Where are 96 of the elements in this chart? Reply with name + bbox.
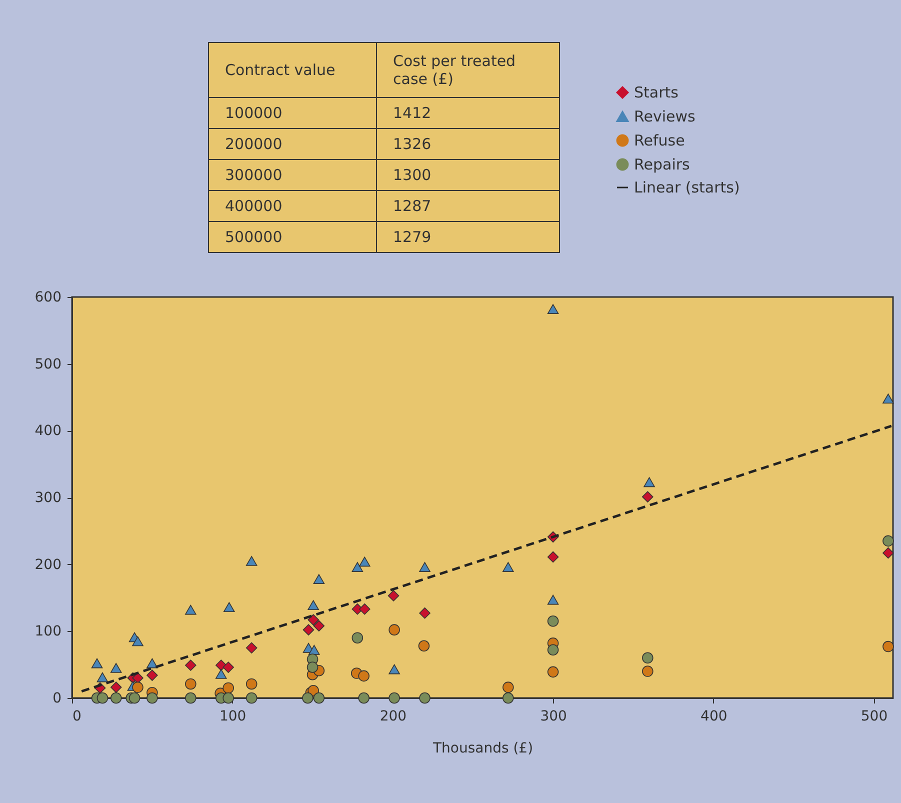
point xyxy=(882,547,894,559)
point xyxy=(91,658,103,668)
point xyxy=(882,535,894,547)
text: 300000 xyxy=(208,160,376,190)
text: Contract value xyxy=(208,42,376,98)
text: 500000 xyxy=(208,222,376,252)
point xyxy=(502,692,514,704)
point xyxy=(185,660,196,671)
point xyxy=(146,692,158,704)
point xyxy=(128,692,140,704)
point xyxy=(302,624,314,636)
point xyxy=(222,692,234,704)
x-axis-title: Thousands (£) xyxy=(432,740,534,756)
text: 1412 xyxy=(376,98,560,128)
point xyxy=(132,636,144,646)
point xyxy=(246,678,258,690)
point xyxy=(308,614,319,626)
point xyxy=(308,600,319,610)
text: 200000 xyxy=(208,128,376,160)
point xyxy=(642,666,654,677)
text: 400000 xyxy=(208,190,376,222)
point xyxy=(185,604,196,615)
point xyxy=(246,692,258,704)
y-tick-label: 300 xyxy=(34,490,62,506)
y-tick-label: 500 xyxy=(34,356,62,372)
point xyxy=(388,664,400,674)
point xyxy=(246,642,258,654)
point xyxy=(547,616,559,627)
point xyxy=(246,556,258,566)
point xyxy=(388,624,400,636)
point xyxy=(388,692,400,704)
y-tick-label: 400 xyxy=(34,423,62,440)
point xyxy=(547,666,559,678)
point xyxy=(302,692,314,704)
point xyxy=(185,692,196,704)
text: 1300 xyxy=(376,160,560,190)
x-tick-label: 0 xyxy=(72,708,82,724)
point xyxy=(96,672,108,682)
point xyxy=(547,304,559,314)
point xyxy=(642,652,654,664)
point xyxy=(132,682,144,693)
point xyxy=(547,594,559,605)
legend-label: Refuse xyxy=(634,132,685,150)
point xyxy=(642,491,654,502)
point xyxy=(185,678,196,690)
legend-label: Reviews xyxy=(634,108,696,126)
text: 100000 xyxy=(208,98,376,128)
text: 1326 xyxy=(376,128,560,160)
x-tick-label: 200 xyxy=(380,708,407,724)
x-tick-label: 300 xyxy=(540,708,567,724)
point xyxy=(308,644,320,655)
text: 1287 xyxy=(376,190,560,222)
point xyxy=(502,562,514,572)
legend-label: Linear (starts) xyxy=(634,178,740,196)
point xyxy=(313,574,325,584)
point xyxy=(358,692,370,704)
point xyxy=(352,632,364,644)
point xyxy=(359,556,370,567)
point xyxy=(215,669,227,679)
text: 1279 xyxy=(376,222,560,252)
x-tick-label: 100 xyxy=(219,708,246,724)
point xyxy=(388,590,400,602)
point xyxy=(313,620,325,632)
point xyxy=(882,640,894,652)
point xyxy=(146,658,158,668)
point xyxy=(644,477,655,488)
y-tick-label: 100 xyxy=(34,624,62,640)
y-tick-label: 600 xyxy=(34,290,62,306)
point xyxy=(146,670,158,681)
point xyxy=(110,692,122,704)
point xyxy=(222,662,234,673)
x-tick-label: 500 xyxy=(860,708,888,724)
point xyxy=(419,692,430,704)
point xyxy=(306,662,318,673)
point xyxy=(419,562,430,572)
point xyxy=(110,662,122,673)
point xyxy=(419,607,430,619)
point xyxy=(110,682,122,693)
x-tick-label: 400 xyxy=(700,708,728,724)
legend-label: Repairs xyxy=(634,156,690,174)
point xyxy=(547,644,559,656)
point xyxy=(96,692,108,704)
point xyxy=(418,640,430,652)
text: Cost per treated case (£) xyxy=(376,42,560,98)
point xyxy=(313,692,325,704)
point xyxy=(352,562,364,572)
point xyxy=(502,682,514,693)
point xyxy=(222,682,234,694)
point xyxy=(358,670,370,682)
point xyxy=(882,394,894,404)
y-tick-label: 0 xyxy=(52,690,62,706)
y-tick-label: 200 xyxy=(34,556,62,573)
legend-label: Starts xyxy=(634,84,679,102)
point xyxy=(547,551,559,563)
point xyxy=(224,602,235,612)
point xyxy=(359,603,370,615)
